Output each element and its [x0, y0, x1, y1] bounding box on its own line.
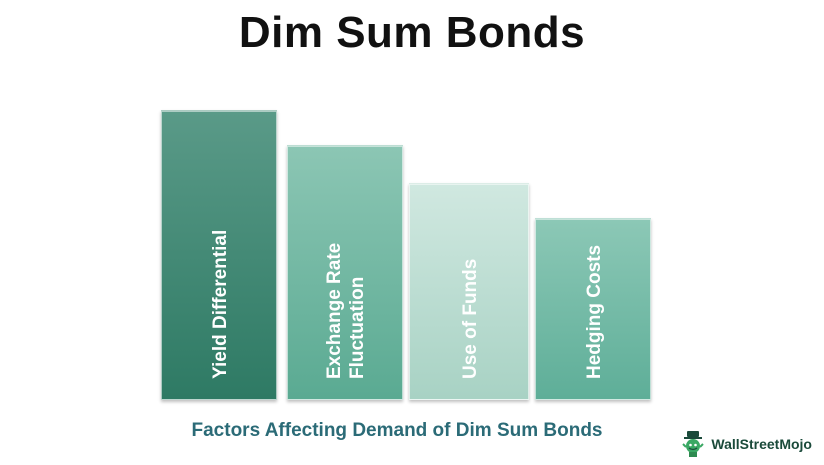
factor-bar: Yield Differential: [161, 110, 277, 400]
wallstreetmojo-logo-icon: [682, 431, 705, 457]
factor-bar: Exchange Rate Fluctuation: [287, 145, 403, 400]
factor-bar-label: Hedging Costs: [583, 245, 606, 379]
brand-name: WallStreetMojo: [711, 436, 812, 452]
factor-bar-label-line: Use of Funds: [459, 258, 481, 379]
factor-bar-label: Yield Differential: [209, 230, 232, 379]
brand: WallStreetMojo: [679, 430, 812, 458]
page-title: Dim Sum Bonds: [238, 8, 586, 57]
diagram-subtitle: Factors Affecting Demand of Dim Sum Bond…: [191, 420, 603, 441]
factor-bar: Use of Funds: [409, 183, 529, 400]
factor-bar-label-line: Yield Differential: [209, 229, 231, 379]
factor-bar-label-line: Fluctuation: [347, 276, 368, 379]
factor-bar-label: Use of Funds: [459, 259, 482, 379]
factor-bar-label-line: Exchange Rate: [324, 242, 345, 379]
factor-bar-label-line: Hedging Costs: [583, 244, 605, 379]
factor-bar-label: Exchange Rate Fluctuation: [323, 243, 369, 379]
factor-bar: Hedging Costs: [535, 218, 651, 400]
